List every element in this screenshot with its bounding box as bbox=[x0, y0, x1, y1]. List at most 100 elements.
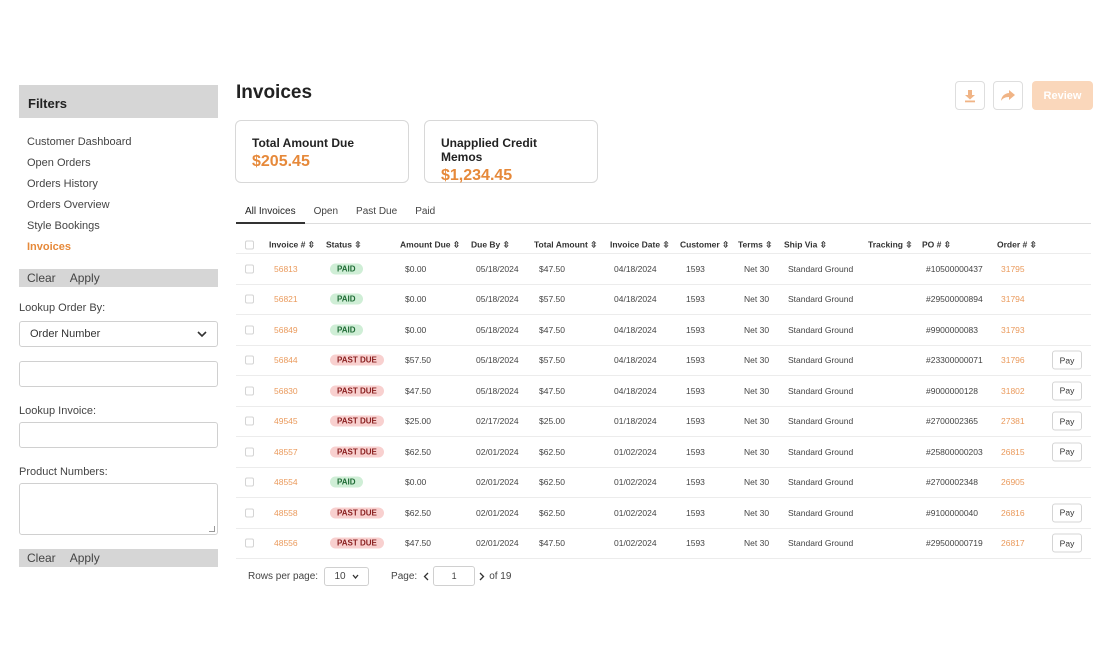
order-link[interactable]: 26905 bbox=[1001, 477, 1025, 488]
tab-past-due[interactable]: Past Due bbox=[356, 206, 398, 217]
order-link[interactable]: 31796 bbox=[1001, 355, 1025, 366]
row-checkbox[interactable] bbox=[245, 538, 254, 548]
apply-button[interactable]: Apply bbox=[69, 271, 100, 285]
status-badge: PAID bbox=[330, 293, 363, 305]
select-all-checkbox[interactable] bbox=[245, 240, 254, 249]
row-checkbox[interactable] bbox=[245, 447, 254, 457]
nav-open-orders[interactable]: Open Orders bbox=[27, 157, 91, 169]
row-checkbox[interactable] bbox=[245, 416, 254, 426]
pay-button[interactable]: Pay bbox=[1052, 381, 1082, 401]
tab-open[interactable]: Open bbox=[313, 206, 339, 217]
row-checkbox[interactable] bbox=[245, 477, 254, 487]
sort-icon: ⇳ bbox=[1029, 239, 1037, 249]
customer: 1593 bbox=[686, 446, 705, 457]
invoice-link[interactable]: 48558 bbox=[274, 507, 298, 518]
col-ship-via[interactable]: Ship Via ⇳ bbox=[784, 239, 827, 249]
col-terms[interactable]: Terms ⇳ bbox=[738, 239, 773, 249]
lookup-invoice-label: Lookup Invoice: bbox=[19, 405, 97, 417]
resize-grip-icon[interactable] bbox=[209, 526, 215, 532]
col-tracking[interactable]: Tracking ⇳ bbox=[868, 239, 913, 249]
row-checkbox[interactable] bbox=[245, 508, 254, 518]
clear-button-bottom[interactable]: Clear bbox=[27, 551, 56, 565]
tab-all-invoices[interactable]: All Invoices bbox=[236, 203, 305, 224]
order-link[interactable]: 31793 bbox=[1001, 324, 1025, 335]
amount-due: $25.00 bbox=[405, 416, 431, 427]
ship-via: Standard Ground bbox=[788, 477, 854, 488]
invoice-link[interactable]: 56830 bbox=[274, 385, 298, 396]
invoice-link[interactable]: 56849 bbox=[274, 324, 298, 335]
review-button[interactable]: Review bbox=[1032, 81, 1093, 110]
invoice-link[interactable]: 48556 bbox=[274, 538, 298, 549]
nav-invoices[interactable]: Invoices bbox=[27, 241, 72, 253]
order-link[interactable]: 26817 bbox=[1001, 538, 1025, 549]
invoice-link[interactable]: 49545 bbox=[274, 416, 298, 427]
row-checkbox[interactable] bbox=[245, 294, 254, 304]
pay-button[interactable]: Pay bbox=[1052, 350, 1082, 370]
invoice-link[interactable]: 56821 bbox=[274, 294, 298, 305]
col-invoice-date[interactable]: Invoice Date ⇳ bbox=[610, 239, 670, 249]
order-link[interactable]: 31802 bbox=[1001, 385, 1025, 396]
invoice-link[interactable]: 48557 bbox=[274, 446, 298, 457]
total-amount-due-card: Total Amount Due $205.45 bbox=[235, 120, 409, 183]
rows-per-page-select[interactable]: 10 bbox=[324, 566, 370, 586]
customer: 1593 bbox=[686, 294, 705, 305]
col-due-by[interactable]: Due By ⇳ bbox=[471, 239, 510, 249]
clear-button[interactable]: Clear bbox=[27, 271, 56, 285]
nav-style-bookings[interactable]: Style Bookings bbox=[27, 220, 100, 232]
due-by: 02/01/2024 bbox=[476, 477, 519, 488]
lookup-order-select[interactable]: Order Number bbox=[19, 321, 218, 347]
tab-paid[interactable]: Paid bbox=[415, 206, 436, 217]
col-amount-due[interactable]: Amount Due ⇳ bbox=[400, 239, 461, 249]
order-link[interactable]: 31795 bbox=[1001, 263, 1025, 274]
nav-customer-dashboard[interactable]: Customer Dashboard bbox=[27, 136, 132, 148]
row-checkbox[interactable] bbox=[245, 264, 254, 274]
row-checkbox[interactable] bbox=[245, 355, 254, 365]
pay-button[interactable]: Pay bbox=[1052, 533, 1082, 553]
col-status[interactable]: Status ⇳ bbox=[326, 239, 362, 249]
po-number: #10500000437 bbox=[926, 263, 983, 274]
terms: Net 30 bbox=[744, 355, 770, 366]
top-actions: Review bbox=[955, 81, 1093, 110]
product-numbers-textarea[interactable] bbox=[19, 483, 218, 535]
due-by: 05/18/2024 bbox=[476, 324, 519, 335]
row-checkbox[interactable] bbox=[245, 386, 254, 396]
card-label: Unapplied Credit Memos bbox=[441, 136, 538, 164]
pay-button[interactable]: Pay bbox=[1052, 442, 1082, 462]
ship-via: Standard Ground bbox=[788, 446, 854, 457]
due-by: 05/18/2024 bbox=[476, 294, 519, 305]
customer: 1593 bbox=[686, 355, 705, 366]
row-checkbox[interactable] bbox=[245, 325, 254, 335]
chevron-left-icon[interactable] bbox=[423, 572, 429, 581]
invoice-link[interactable]: 56844 bbox=[274, 355, 298, 366]
invoice-date: 01/02/2024 bbox=[614, 538, 657, 549]
invoice-link[interactable]: 48554 bbox=[274, 477, 298, 488]
table-row: PAST DUE 56830 $47.50 05/18/2024 $47.50 04/18… bbox=[236, 376, 1091, 407]
col-invoice[interactable]: Invoice # ⇳ bbox=[269, 239, 315, 249]
order-link[interactable]: 26815 bbox=[1001, 446, 1025, 457]
nav-orders-overview[interactable]: Orders Overview bbox=[27, 199, 110, 211]
pay-button[interactable]: Pay bbox=[1052, 503, 1082, 523]
invoice-link[interactable]: 56813 bbox=[274, 263, 298, 274]
col-po[interactable]: PO # ⇳ bbox=[922, 239, 951, 249]
download-button[interactable] bbox=[955, 81, 985, 110]
product-numbers-label: Product Numbers: bbox=[19, 466, 108, 478]
order-link[interactable]: 27381 bbox=[1001, 416, 1025, 427]
pay-button[interactable]: Pay bbox=[1052, 411, 1082, 431]
share-button[interactable] bbox=[993, 81, 1023, 110]
ship-via: Standard Ground bbox=[788, 507, 854, 518]
table-row: PAST DUE 49545 $25.00 02/17/2024 $25.00 01/18… bbox=[236, 407, 1091, 437]
lookup-invoice-input[interactable] bbox=[19, 422, 218, 448]
page-input[interactable]: 1 bbox=[433, 566, 476, 586]
amount-due: $47.50 bbox=[405, 538, 431, 549]
col-total-amount[interactable]: Total Amount ⇳ bbox=[534, 239, 598, 249]
lookup-order-input[interactable] bbox=[19, 361, 218, 387]
apply-button-bottom[interactable]: Apply bbox=[69, 551, 100, 565]
total-amount: $47.50 bbox=[539, 385, 565, 396]
nav-orders-history[interactable]: Orders History bbox=[27, 178, 98, 190]
chevron-right-icon[interactable] bbox=[479, 572, 485, 581]
order-link[interactable]: 26816 bbox=[1001, 507, 1025, 518]
order-link[interactable]: 31794 bbox=[1001, 294, 1025, 305]
table-row: PAID 56821 $0.00 05/18/2024 $57.50 04/18/2024… bbox=[236, 285, 1091, 315]
col-order[interactable]: Order # ⇳ bbox=[997, 239, 1037, 249]
col-customer[interactable]: Customer ⇳ bbox=[680, 239, 730, 249]
